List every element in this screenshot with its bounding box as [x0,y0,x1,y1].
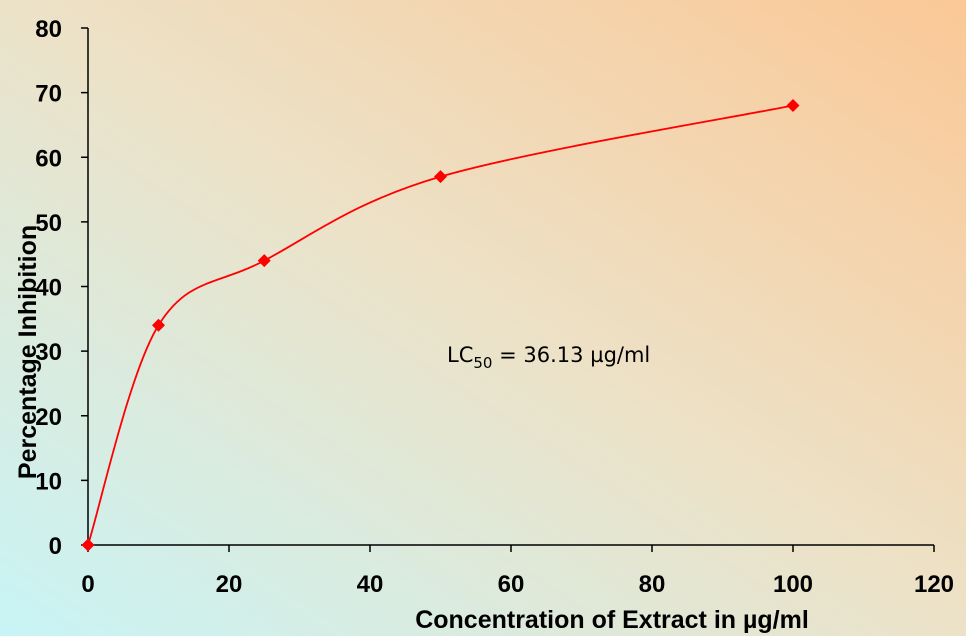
series-layer [81,99,800,552]
data-point-marker [786,99,800,113]
x-tick-label: 80 [639,571,666,598]
x-tick-label: 100 [773,571,813,598]
y-axis-ticks: 0 10 20 30 40 50 60 70 80 [35,16,88,560]
x-axis-title: Concentration of Extract in µg/ml [415,606,809,634]
y-tick-label: 50 [35,210,62,237]
x-tick-label: 20 [216,571,243,598]
y-tick-label: 0 [49,533,62,560]
data-point-marker [81,538,95,552]
data-point-marker [434,170,447,184]
data-point-marker [152,318,165,332]
y-tick-label: 80 [35,16,62,43]
lc50-prefix: LC [447,343,473,367]
y-tick-label: 20 [35,404,62,431]
y-tick-label: 70 [35,81,62,108]
y-tick-label: 60 [35,145,62,172]
x-tick-label: 0 [81,571,94,598]
lc50-subscript: 50 [473,354,492,372]
y-tick-label: 30 [35,339,62,366]
y-tick-label: 10 [35,468,62,495]
x-axis-ticks: 0 20 40 60 80 100 120 [81,545,954,598]
x-tick-label: 40 [357,571,384,598]
lc50-value: = 36.13 µg/ml [492,343,650,367]
x-tick-label: 60 [498,571,525,598]
lc50-annotation: LC50 = 36.13 µg/ml [447,343,650,372]
y-axis-title: Percentage Inhibition [14,225,42,479]
data-point-marker [257,254,271,268]
y-tick-label: 40 [35,275,62,302]
x-tick-label: 120 [914,571,954,598]
series-line [87,104,794,546]
